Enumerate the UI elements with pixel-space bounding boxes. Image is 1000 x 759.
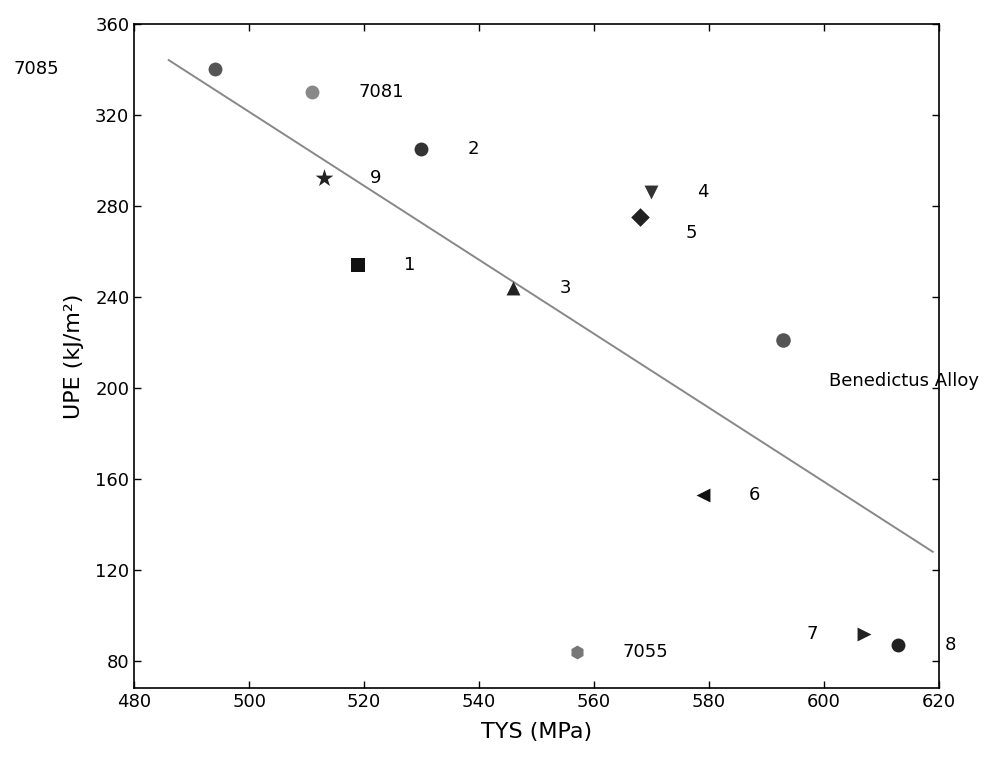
Point <box>569 646 585 658</box>
Text: 5: 5 <box>686 224 697 242</box>
Point <box>856 628 872 640</box>
Text: Benedictus Alloy: Benedictus Alloy <box>829 372 979 390</box>
Point <box>304 86 320 98</box>
Y-axis label: UPE (kJ/m²): UPE (kJ/m²) <box>64 293 84 419</box>
Text: 8: 8 <box>944 636 956 654</box>
Point <box>775 334 791 346</box>
Text: 7055: 7055 <box>623 643 668 661</box>
Text: 9: 9 <box>370 169 381 187</box>
Point <box>632 211 648 223</box>
Point <box>350 259 366 271</box>
Text: 3: 3 <box>559 279 571 297</box>
Point <box>505 282 521 294</box>
Text: 1: 1 <box>404 256 416 274</box>
Point <box>207 63 223 75</box>
Point <box>413 143 429 155</box>
Text: 6: 6 <box>749 486 760 504</box>
Text: 7085: 7085 <box>14 60 60 78</box>
Text: 2: 2 <box>467 140 479 158</box>
X-axis label: TYS (MPa): TYS (MPa) <box>481 723 592 742</box>
Point <box>643 186 659 198</box>
Text: 7081: 7081 <box>358 83 404 101</box>
Text: 7: 7 <box>806 625 818 643</box>
Point <box>890 639 906 651</box>
Point <box>695 489 711 501</box>
Point <box>316 172 332 184</box>
Text: 4: 4 <box>697 183 709 201</box>
